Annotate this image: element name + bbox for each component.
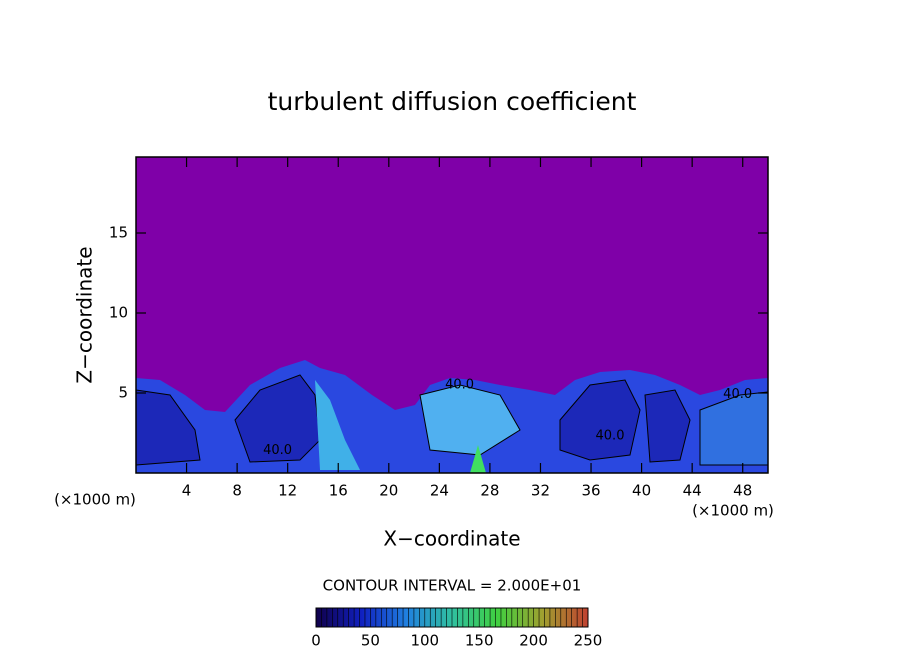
y-tick-label: 15 xyxy=(109,224,128,242)
x-tick-label: 32 xyxy=(531,482,550,500)
y-unit: (×1000 m) xyxy=(54,491,136,509)
eddy xyxy=(419,384,521,456)
chart-title: turbulent diffusion coefficient xyxy=(268,87,637,116)
eddy xyxy=(136,389,201,466)
contour-label: 40.0 xyxy=(723,387,752,402)
contour-interval: CONTOUR INTERVAL = 2.000E+01 xyxy=(323,577,582,595)
x-tick-label: 20 xyxy=(379,482,398,500)
field xyxy=(136,360,768,473)
x-tick-label: 4 xyxy=(182,482,192,500)
x-axis-label: X−coordinate xyxy=(383,527,520,551)
colorbar-tick-label: 50 xyxy=(361,632,380,650)
eddy xyxy=(644,389,691,463)
plot-frame xyxy=(135,156,769,474)
x-tick-label: 44 xyxy=(683,482,702,500)
contour-label: 40.0 xyxy=(596,429,625,444)
x-tick-label: 36 xyxy=(581,482,600,500)
x-tick-label: 24 xyxy=(430,482,449,500)
x-tick-label: 28 xyxy=(480,482,499,500)
x-tick-label: 40 xyxy=(632,482,651,500)
eddy xyxy=(559,379,641,461)
eddy xyxy=(699,391,768,466)
x-unit: (×1000 m) xyxy=(692,502,774,520)
colorbar-tick-label: 250 xyxy=(574,632,603,650)
x-tick-label: 12 xyxy=(278,482,297,500)
colorbar-tick-label: 100 xyxy=(410,632,439,650)
eddy xyxy=(470,445,486,473)
x-tick-label: 48 xyxy=(733,482,752,500)
y-tick-label: 5 xyxy=(118,384,128,402)
colorbar-tick-label: 150 xyxy=(465,632,494,650)
colorbar-tick-label: 0 xyxy=(311,632,321,650)
y-tick-label: 10 xyxy=(109,304,128,322)
colorbar-tick-label: 200 xyxy=(519,632,548,650)
contour-label: 40.0 xyxy=(263,443,292,458)
x-tick-label: 8 xyxy=(232,482,242,500)
eddy xyxy=(315,380,360,470)
y-axis-label: Z−coordinate xyxy=(73,246,97,383)
contour-label: 40.0 xyxy=(445,378,474,393)
x-tick-label: 16 xyxy=(329,482,348,500)
